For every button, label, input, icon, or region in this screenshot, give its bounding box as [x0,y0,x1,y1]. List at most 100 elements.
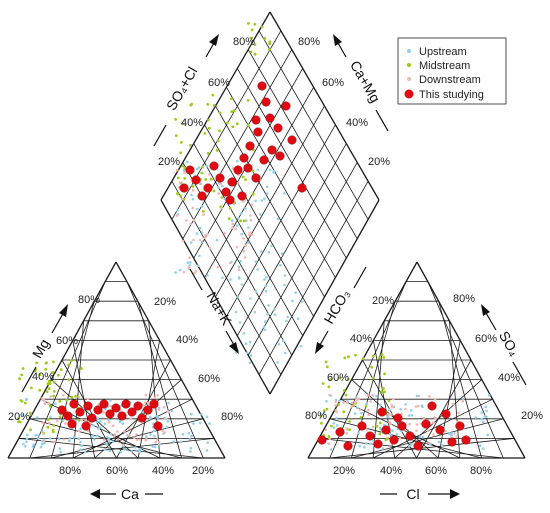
grid-line [416,359,472,459]
grid-line [126,281,204,459]
downstream-point [53,440,56,444]
downstream-point [241,200,245,203]
upstream-point [37,434,40,437]
upstream-point [96,434,99,438]
midstream-point [206,102,210,106]
downstream-point [234,227,237,231]
upstream-point [235,224,239,227]
upstream-point [179,440,183,444]
downstream-point [208,246,212,250]
downstream-point [461,399,465,403]
midstream-point [378,421,382,425]
midstream-point [207,118,210,122]
upstream-point [474,416,477,419]
upstream-point [130,449,133,453]
upstream-point [239,259,242,263]
upstream-point [249,297,252,300]
upstream-point [450,434,453,437]
upstream-point [236,217,240,220]
grid-line [318,438,504,459]
this-studying-point [127,407,137,417]
this-studying-point [121,399,131,409]
downstream-point [345,427,348,430]
upstream-point [265,185,269,188]
midstream-point [47,387,51,391]
midstream-point [342,389,346,392]
arrow-left-icon [90,489,100,499]
upstream-point [221,184,224,188]
upstream-point [188,264,191,267]
upstream-point [104,407,107,411]
upstream-point [244,342,248,346]
midstream-point [370,365,374,369]
upstream-point [195,232,199,235]
downstream-point [328,437,332,441]
downstream-point [415,429,418,433]
midstream-point [220,196,224,199]
midstream-point [327,385,331,389]
downstream-point [48,421,51,425]
downstream-point [229,261,232,265]
this-studying-point [397,421,407,431]
downstream-point [390,406,394,409]
arrow-up-icon [481,304,490,316]
upstream-point [22,442,25,446]
downstream-point [230,226,234,229]
midstream-point [21,367,25,370]
upstream-point [105,442,109,446]
upstream-point [91,434,95,438]
downstream-point [351,401,354,405]
midstream-point [321,382,325,385]
downstream-point [236,181,240,185]
midstream-point [212,104,216,107]
grid-line [416,261,526,459]
downstream-point [62,438,65,441]
midstream-point [201,210,205,213]
upstream-point [190,412,193,416]
arrow-up-icon [209,34,219,46]
legend-box [397,37,507,105]
midstream-point [387,399,391,403]
upstream-point [188,438,192,441]
upstream-point [107,418,110,422]
downstream-point [203,236,207,240]
upstream-point [332,422,336,425]
upstream-point [418,435,422,439]
midstream-point [383,390,386,394]
this-studying-point [275,151,285,161]
downstream-point [192,218,196,222]
upstream-point [205,415,209,419]
upstream-point [151,445,155,448]
this-studying-point [455,421,465,431]
upstream-point [236,295,240,298]
downstream-point [156,394,159,397]
this-studying-point [185,165,195,175]
tick-label: 80% [298,36,320,48]
this-studying-point [221,187,231,197]
upstream-point [296,317,300,321]
upstream-point [283,274,287,277]
downstream-point [167,410,170,413]
upstream-point [264,284,268,288]
left-triangle-mg-ticks: 20% 40% 60% 80% [8,294,100,423]
tick-label: 20% [333,465,355,477]
downstream-point [102,438,106,441]
grid-line [137,340,160,459]
this-studying-point [225,195,235,205]
downstream-point [155,438,159,441]
upstream-point [103,448,107,451]
upstream-point [187,432,191,435]
midstream-point [250,28,254,32]
midstream-point [247,22,250,25]
upstream-point [198,254,201,258]
downstream-point [41,432,45,435]
downstream-point [408,422,412,426]
upstream-point [191,197,195,201]
midstream-point [16,417,20,421]
midstream-point [74,395,77,398]
upstream-point [145,435,148,439]
downstream-point [208,173,211,176]
tick-label: 80% [78,294,100,306]
upstream-point [165,425,169,429]
grid-line [18,438,204,459]
